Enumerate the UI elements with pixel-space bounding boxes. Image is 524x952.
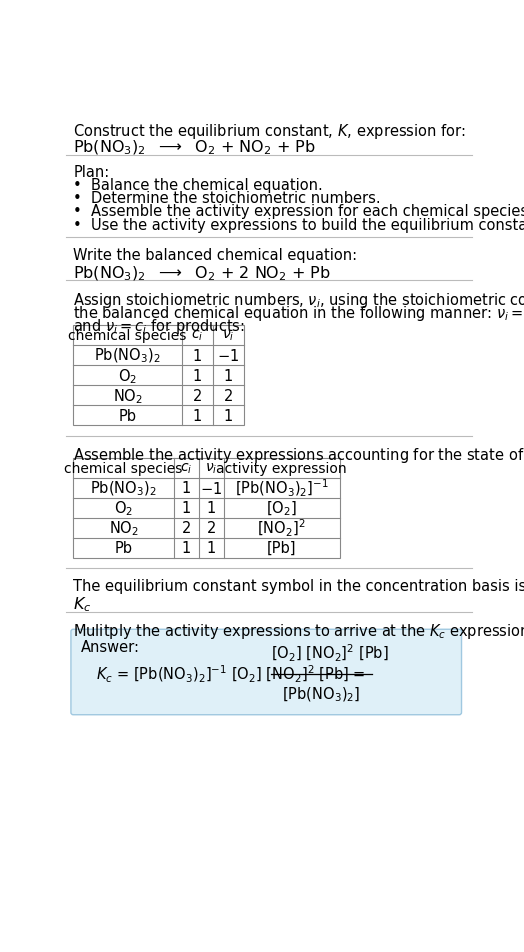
Text: $K_c$: $K_c$ <box>73 595 92 614</box>
Text: $\nu_i$: $\nu_i$ <box>222 328 234 343</box>
Text: 2: 2 <box>206 521 216 536</box>
Text: [Pb(NO$_3$)$_2$]: [Pb(NO$_3$)$_2$] <box>282 685 361 704</box>
Text: 2: 2 <box>224 388 233 404</box>
Text: Pb(NO$_3$)$_2$: Pb(NO$_3$)$_2$ <box>94 347 161 365</box>
Text: Assign stoichiometric numbers, $\nu_i$, using the stoichiometric coefficients, $: Assign stoichiometric numbers, $\nu_i$, … <box>73 290 524 309</box>
Text: 2: 2 <box>192 388 202 404</box>
Text: 2: 2 <box>182 521 191 536</box>
Text: 1: 1 <box>193 348 202 364</box>
Text: Construct the equilibrium constant, $K$, expression for:: Construct the equilibrium constant, $K$,… <box>73 122 466 141</box>
Text: •  Assemble the activity expression for each chemical species.: • Assemble the activity expression for e… <box>73 205 524 219</box>
Text: •  Determine the stoichiometric numbers.: • Determine the stoichiometric numbers. <box>73 191 381 207</box>
Text: $-1$: $-1$ <box>217 347 239 364</box>
Text: Pb(NO$_3$)$_2$: Pb(NO$_3$)$_2$ <box>90 479 157 497</box>
Text: NO$_2$: NO$_2$ <box>108 519 139 538</box>
Text: 1: 1 <box>193 408 202 424</box>
Text: Write the balanced chemical equation:: Write the balanced chemical equation: <box>73 248 357 263</box>
Text: Assemble the activity expressions accounting for the state of matter and $\nu_i$: Assemble the activity expressions accoun… <box>73 446 524 465</box>
Text: $c_i$: $c_i$ <box>191 328 203 343</box>
Text: •  Balance the chemical equation.: • Balance the chemical equation. <box>73 178 323 193</box>
Text: the balanced chemical equation in the following manner: $\nu_i = -c_i$ for react: the balanced chemical equation in the fo… <box>73 304 524 323</box>
Text: 1: 1 <box>206 501 216 516</box>
Text: chemical species: chemical species <box>64 461 183 475</box>
Text: Answer:: Answer: <box>81 640 140 655</box>
FancyBboxPatch shape <box>71 629 462 715</box>
Text: chemical species: chemical species <box>68 328 187 343</box>
Text: Mulitply the activity expressions to arrive at the $K_c$ expression:: Mulitply the activity expressions to arr… <box>73 621 524 640</box>
Text: 1: 1 <box>182 501 191 516</box>
Bar <box>73 326 244 426</box>
Text: [NO$_2$]$^2$: [NO$_2$]$^2$ <box>257 518 306 539</box>
Text: O$_2$: O$_2$ <box>118 367 137 386</box>
Text: NO$_2$: NO$_2$ <box>113 387 143 406</box>
Text: O$_2$: O$_2$ <box>114 499 133 517</box>
Text: Pb(NO$_3$)$_2$  $\longrightarrow$  O$_2$ + 2 NO$_2$ + Pb: Pb(NO$_3$)$_2$ $\longrightarrow$ O$_2$ +… <box>73 265 331 283</box>
Text: [O$_2$] [NO$_2$]$^2$ [Pb]: [O$_2$] [NO$_2$]$^2$ [Pb] <box>271 643 389 664</box>
Text: Pb: Pb <box>118 408 136 424</box>
Bar <box>73 458 340 558</box>
Text: 1: 1 <box>206 541 216 556</box>
Text: $c_i$: $c_i$ <box>180 461 192 475</box>
Text: $-1$: $-1$ <box>200 480 222 496</box>
Text: 1: 1 <box>182 541 191 556</box>
Text: Pb(NO$_3$)$_2$  $\longrightarrow$  O$_2$ + NO$_2$ + Pb: Pb(NO$_3$)$_2$ $\longrightarrow$ O$_2$ +… <box>73 139 316 157</box>
Text: [Pb(NO$_3$)$_2$]$^{-1}$: [Pb(NO$_3$)$_2$]$^{-1}$ <box>235 478 329 499</box>
Text: 1: 1 <box>193 368 202 384</box>
Text: $K_c$ = [Pb(NO$_3$)$_2$]$^{-1}$ [O$_2$] [NO$_2$]$^2$ [Pb] =: $K_c$ = [Pb(NO$_3$)$_2$]$^{-1}$ [O$_2$] … <box>96 664 367 684</box>
Text: 1: 1 <box>224 368 233 384</box>
Text: [Pb]: [Pb] <box>267 541 297 556</box>
Text: Plan:: Plan: <box>73 165 110 180</box>
Text: [O$_2$]: [O$_2$] <box>266 499 297 517</box>
Text: and $\nu_i = c_i$ for products:: and $\nu_i = c_i$ for products: <box>73 316 245 335</box>
Text: $\nu_i$: $\nu_i$ <box>205 461 217 475</box>
Text: Pb: Pb <box>115 541 133 556</box>
Text: The equilibrium constant symbol in the concentration basis is:: The equilibrium constant symbol in the c… <box>73 578 524 593</box>
Text: 1: 1 <box>224 408 233 424</box>
Text: activity expression: activity expression <box>216 461 347 475</box>
Text: •  Use the activity expressions to build the equilibrium constant expression.: • Use the activity expressions to build … <box>73 217 524 232</box>
Text: 1: 1 <box>182 481 191 496</box>
